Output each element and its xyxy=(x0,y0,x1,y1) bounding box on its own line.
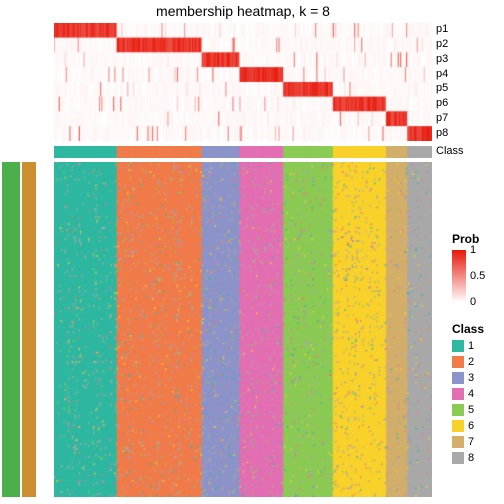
rowlab-p6: p6 xyxy=(436,97,448,109)
rowlab-p4: p4 xyxy=(436,68,448,80)
legend-class-it-3: 3 xyxy=(468,372,474,384)
legend-class-sw-6 xyxy=(452,420,464,432)
class-bar xyxy=(54,146,432,158)
legend-class-title: Class xyxy=(452,322,484,336)
legend-class-sw-3 xyxy=(452,372,464,384)
legend-class-sw-8 xyxy=(452,452,464,464)
legend-class-sw-2 xyxy=(452,356,464,368)
side-outer-bar xyxy=(2,162,20,497)
legend-class-it-7: 7 xyxy=(468,436,474,448)
main-heatmap xyxy=(54,162,432,497)
legend-class-it-4: 4 xyxy=(468,388,474,400)
legend-class-sw-4 xyxy=(452,388,464,400)
side-inner-bar xyxy=(22,162,36,497)
legend-class-sw-7 xyxy=(452,436,464,448)
legend-class-it-6: 6 xyxy=(468,420,474,432)
rowlab-p2: p2 xyxy=(436,38,448,50)
legend-class-sw-5 xyxy=(452,404,464,416)
legend-prob-gradient xyxy=(452,250,466,302)
rowlab-p7: p7 xyxy=(436,112,448,124)
prob-heatmap xyxy=(54,23,432,141)
legend-prob-t2: 0 xyxy=(470,296,476,308)
legend-class-sw-1 xyxy=(452,340,464,352)
legend-class-it-2: 2 xyxy=(468,356,474,368)
legend-class-it-1: 1 xyxy=(468,340,474,352)
rowlab-p3: p3 xyxy=(436,53,448,65)
legend-prob-t0: 1 xyxy=(470,244,476,256)
chart-title: membership heatmap, k = 8 xyxy=(54,3,432,19)
rowlab-p8: p8 xyxy=(436,127,448,139)
legend-class-it-8: 8 xyxy=(468,452,474,464)
rowlab-p1: p1 xyxy=(436,23,448,35)
rowlab-class: Class xyxy=(436,145,464,157)
legend-prob-t1: 0.5 xyxy=(470,270,485,282)
legend-class-it-5: 5 xyxy=(468,404,474,416)
rowlab-p5: p5 xyxy=(436,82,448,94)
